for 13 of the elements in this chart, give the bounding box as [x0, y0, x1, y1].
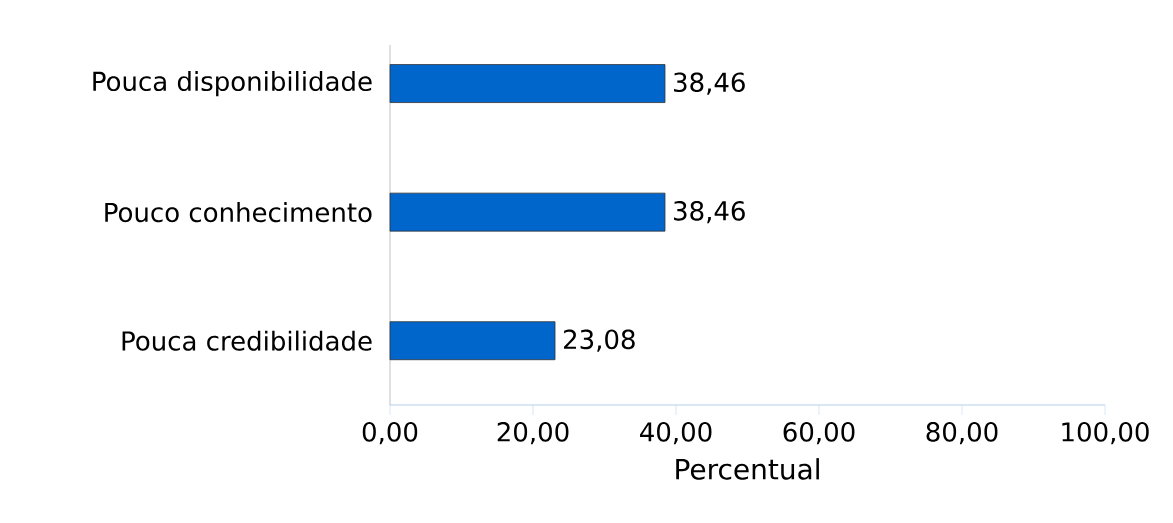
data-label: 23,08 — [564, 329, 635, 352]
y-tick-label: Pouca credibilidade — [122, 330, 372, 351]
x-tick-label: 0,00 — [362, 422, 418, 445]
x-tick-label: 80,00 — [926, 422, 998, 445]
data-label: 38,46 — [674, 72, 745, 95]
x-tick-label: 40,00 — [640, 422, 712, 445]
y-tick-label: Pouco conhecimento — [105, 202, 372, 223]
y-tick-label: Pouca disponibilidade — [93, 70, 372, 97]
x-tick-label: 20,00 — [497, 422, 569, 445]
x-tick-label: 100,00 — [1062, 422, 1149, 445]
x-tick-label: 60,00 — [783, 422, 855, 445]
x-axis-title: Percentual — [676, 458, 819, 480]
data-label: 38,46 — [674, 200, 745, 224]
